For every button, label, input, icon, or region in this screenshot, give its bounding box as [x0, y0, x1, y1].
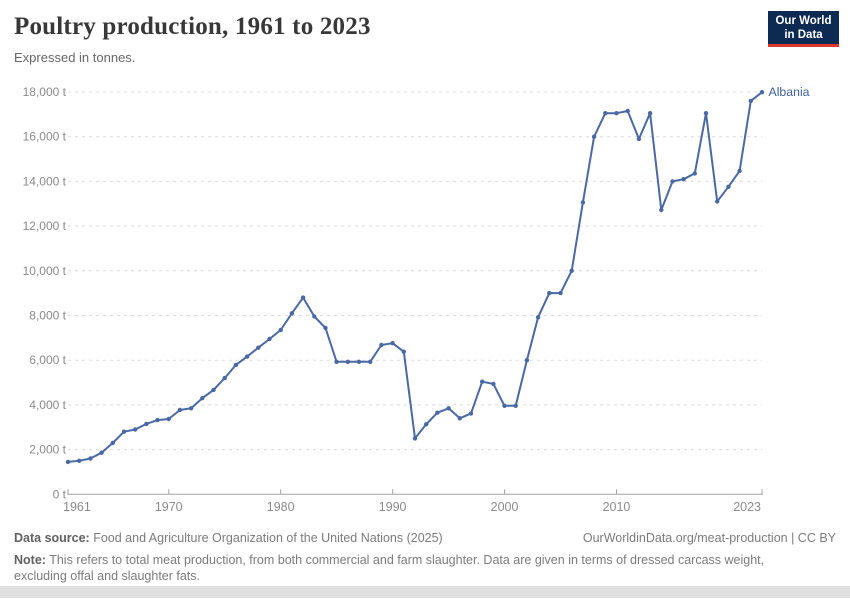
data-point[interactable] [558, 290, 563, 296]
footer-note: Note: This refers to total meat producti… [14, 553, 798, 584]
data-point[interactable] [681, 177, 686, 182]
data-point[interactable] [88, 456, 93, 461]
owid-logo[interactable]: Our World in Data [768, 11, 839, 47]
data-point[interactable] [603, 111, 608, 116]
data-point[interactable] [177, 407, 183, 413]
data-point[interactable] [222, 375, 227, 381]
data-point[interactable] [390, 341, 395, 346]
data-point[interactable] [647, 111, 653, 116]
data-point[interactable] [636, 136, 642, 142]
data-point[interactable] [625, 108, 630, 114]
x-axis-tick-label: 1961 [63, 500, 91, 514]
owid-link[interactable]: OurWorldinData.org/meat-production | CC … [582, 531, 836, 545]
data-point[interactable] [110, 440, 116, 446]
data-point[interactable] [491, 381, 496, 387]
data-point[interactable] [312, 314, 317, 319]
note-label: Note: [14, 553, 46, 567]
chart-subtitle: Expressed in tonnes. [14, 50, 136, 65]
y-axis-tick-label: 8,000 t [29, 309, 66, 323]
y-axis-tick-label: 18,000 t [23, 85, 67, 99]
data-point[interactable] [256, 345, 261, 350]
x-axis-tick-label: 2023 [733, 500, 761, 514]
data-point[interactable] [401, 349, 406, 354]
data-source-text: Data source: Food and Agriculture Organi… [14, 531, 443, 545]
data-point[interactable] [659, 207, 664, 213]
data-point[interactable] [435, 410, 440, 415]
x-axis-tick-label: 1980 [267, 500, 295, 514]
data-point[interactable] [133, 427, 138, 432]
data-point[interactable] [77, 458, 82, 463]
data-point[interactable] [535, 315, 541, 320]
y-axis-tick-label: 4,000 t [29, 398, 66, 412]
y-axis-tick-label: 16,000 t [23, 130, 67, 144]
data-point[interactable] [737, 168, 742, 174]
data-point[interactable] [591, 134, 597, 139]
x-axis-tick-label: 1970 [155, 500, 183, 514]
footer-source-row: Data source: Food and Agriculture Organi… [14, 531, 836, 545]
x-axis-tick-label: 1990 [379, 500, 407, 514]
data-point[interactable] [424, 422, 429, 427]
data-point[interactable] [289, 311, 295, 316]
y-axis-tick-label: 0 t [53, 487, 67, 501]
data-point[interactable] [323, 325, 328, 331]
data-point[interactable] [356, 359, 362, 364]
y-axis-tick-label: 10,000 t [23, 264, 67, 278]
data-point[interactable] [121, 429, 127, 434]
note-value: This refers to total meat production, fr… [14, 553, 765, 583]
x-axis-tick-label: 2010 [603, 500, 631, 514]
data-point[interactable] [166, 416, 171, 422]
data-point[interactable] [244, 354, 250, 359]
data-point[interactable] [233, 362, 239, 368]
y-axis-tick-label: 6,000 t [29, 353, 66, 367]
series-label-albania[interactable]: Albania [769, 85, 810, 99]
data-point[interactable] [267, 336, 272, 342]
data-point[interactable] [211, 387, 216, 393]
data-point[interactable] [670, 179, 675, 184]
data-point[interactable] [524, 358, 530, 363]
data-point[interactable] [368, 359, 373, 364]
data-point[interactable] [703, 111, 709, 116]
data-point[interactable] [200, 396, 205, 401]
data-point[interactable] [334, 359, 339, 364]
series-line-albania[interactable] [67, 91, 763, 463]
data-point[interactable] [457, 416, 462, 421]
data-point[interactable] [580, 200, 586, 205]
y-axis-tick-label: 2,000 t [29, 443, 66, 457]
data-point[interactable] [155, 417, 160, 423]
data-point[interactable] [726, 184, 731, 189]
data-point[interactable] [345, 359, 350, 364]
data-point[interactable] [278, 327, 283, 333]
data-source-value: Food and Agriculture Organization of the… [89, 531, 443, 545]
chart-title: Poultry production, 1961 to 2023 [14, 13, 371, 40]
bottom-gray-bar [0, 586, 850, 598]
data-point[interactable] [188, 406, 194, 411]
data-point[interactable] [412, 436, 418, 441]
data-point[interactable] [569, 268, 574, 273]
data-point[interactable] [300, 295, 306, 300]
owid-logo-line1: Our World [775, 15, 832, 27]
data-point[interactable] [144, 421, 149, 427]
data-point[interactable] [446, 406, 451, 411]
data-point[interactable] [468, 411, 474, 416]
data-point[interactable] [748, 98, 753, 104]
data-point[interactable] [502, 403, 507, 408]
data-point[interactable] [614, 111, 619, 116]
data-point[interactable] [379, 342, 384, 348]
y-axis-tick-label: 12,000 t [23, 219, 67, 233]
data-point[interactable] [692, 171, 697, 176]
data-point[interactable] [547, 290, 552, 296]
data-source-label: Data source: [14, 531, 90, 545]
data-point[interactable] [99, 450, 104, 455]
data-point[interactable] [480, 379, 485, 384]
data-point[interactable] [513, 403, 518, 408]
x-axis-tick-label: 2000 [491, 500, 519, 514]
data-point[interactable] [759, 90, 765, 95]
data-point[interactable] [715, 199, 720, 204]
y-axis-tick-label: 14,000 t [23, 174, 67, 188]
owid-logo-line2: in Data [784, 29, 823, 41]
data-point[interactable] [65, 459, 71, 465]
line-chart: 0 t 2,000 t 4,000 t 6,000 t 8,000 t 10,000 t 1… [23, 85, 810, 514]
